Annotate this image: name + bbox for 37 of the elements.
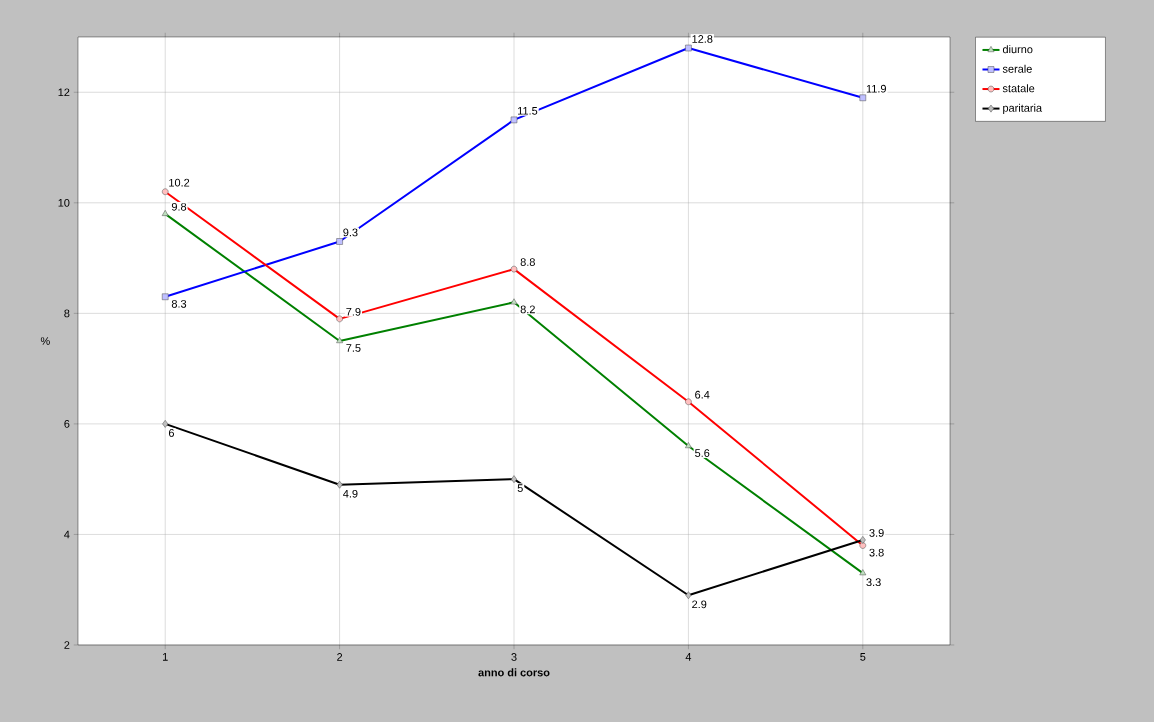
data-label: 11.5 bbox=[518, 107, 538, 115]
y-tick-label: 8 bbox=[64, 309, 70, 318]
data-label: 4.9 bbox=[343, 489, 358, 498]
data-label: 10.2 bbox=[169, 178, 190, 187]
x-tick-label: 3 bbox=[511, 653, 517, 661]
y-tick-label: 10 bbox=[58, 198, 70, 207]
data-label: 3.9 bbox=[869, 529, 884, 537]
data-label: 12.8 bbox=[692, 35, 713, 43]
x-tick-label: 4 bbox=[685, 653, 692, 661]
data-label: 9.3 bbox=[343, 228, 358, 237]
data-label: 3.3 bbox=[866, 578, 881, 587]
data-label: 8.8 bbox=[520, 258, 535, 266]
legend-label: serale bbox=[1002, 64, 1032, 73]
data-label: 11.9 bbox=[866, 84, 886, 93]
legend-label: paritaria bbox=[1003, 103, 1043, 114]
data-label: 3.8 bbox=[869, 548, 884, 557]
legend-label: diurno bbox=[1002, 45, 1033, 54]
data-label: 8.3 bbox=[171, 299, 187, 308]
data-label: 2.9 bbox=[692, 600, 707, 609]
y-tick-label: 12 bbox=[58, 88, 70, 97]
data-label: 7.5 bbox=[346, 344, 361, 352]
y-tick-label: 6 bbox=[64, 420, 70, 428]
y-tick-label: 4 bbox=[64, 530, 70, 539]
x-axis-title: anno di corso bbox=[478, 668, 550, 677]
y-tick-label: 2 bbox=[64, 641, 70, 649]
data-label: 6 bbox=[168, 429, 175, 437]
x-tick-label: 1 bbox=[162, 653, 168, 661]
legend-label: statale bbox=[1002, 84, 1035, 93]
y-axis-title: % bbox=[40, 337, 50, 345]
data-label: 5 bbox=[517, 484, 523, 492]
data-label: 8.2 bbox=[520, 305, 535, 314]
data-label: 5.6 bbox=[695, 449, 710, 457]
data-label: 6.4 bbox=[695, 390, 710, 399]
x-tick-label: 5 bbox=[860, 653, 866, 661]
data-label: 7.9 bbox=[346, 307, 361, 316]
data-label: 9.8 bbox=[171, 202, 187, 211]
x-tick-label: 2 bbox=[337, 653, 343, 661]
